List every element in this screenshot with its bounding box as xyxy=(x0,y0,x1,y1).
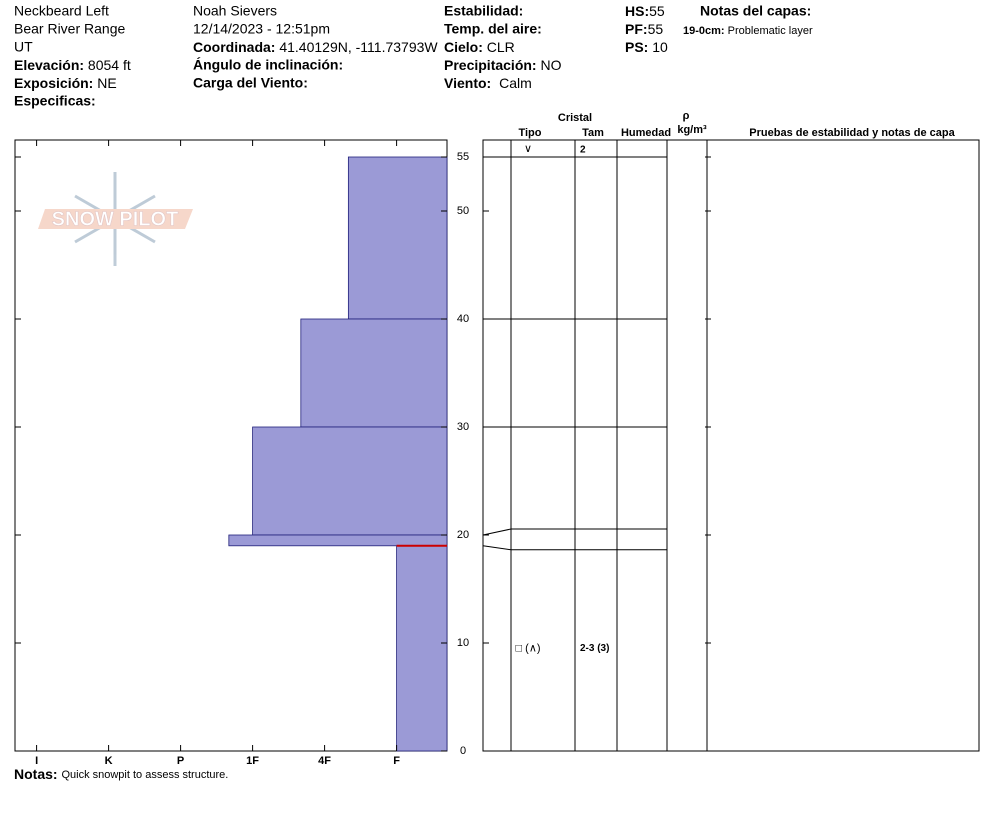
ps: PS: 10 xyxy=(625,39,668,55)
column-header: kg/m³ xyxy=(677,124,707,136)
range: Bear River Range xyxy=(14,21,125,37)
hardness-layer xyxy=(300,318,448,428)
value: NO xyxy=(540,57,561,73)
specifics: Especificas: xyxy=(14,93,96,109)
label: Coordinada: xyxy=(193,39,275,55)
crystal-type: □ (∧) xyxy=(515,642,540,654)
value: 8054 ft xyxy=(88,57,131,73)
y-tick-label: 10 xyxy=(457,637,469,649)
sky: Cielo: CLR xyxy=(444,39,515,55)
label: Elevación: xyxy=(14,57,84,73)
label: Viento: xyxy=(444,75,491,91)
column-header: Humedad xyxy=(621,127,671,139)
hardness-layer xyxy=(347,156,448,320)
x-tick-label: 4F xyxy=(318,755,331,767)
y-tick-label: 40 xyxy=(457,313,469,325)
logo: SNOW PILOT xyxy=(38,172,193,266)
label: Notas: xyxy=(14,766,58,782)
logo-text: SNOW PILOT xyxy=(52,208,179,230)
crystal-size: 2-3 (3) xyxy=(580,643,609,654)
text: Quick snowpit to assess structure. xyxy=(61,769,228,781)
location: Neckbeard Left xyxy=(14,3,109,19)
y-tick-label: 55 xyxy=(457,151,469,163)
hs: HS:55 xyxy=(625,3,665,19)
value: 55 xyxy=(649,3,665,19)
wind: Viento: Calm xyxy=(444,75,532,91)
label: Exposición: xyxy=(14,75,93,91)
air-temp: Temp. del aire: xyxy=(444,21,542,37)
y-tick-label: 20 xyxy=(457,529,469,541)
x-tick-label: 1F xyxy=(246,755,259,767)
range: 19-0cm: xyxy=(683,25,725,37)
precipitation: Precipitación: NO xyxy=(444,57,562,73)
x-tick-label: F xyxy=(393,755,400,767)
column-header: Tipo xyxy=(518,127,541,139)
value: 41.40129N, -111.73793W xyxy=(279,39,438,55)
y-tick-label: 50 xyxy=(457,205,469,217)
value: 55 xyxy=(648,21,664,37)
pf: PF:55 xyxy=(625,21,663,37)
column-header: Pruebas de estabilidad y notas de capa xyxy=(749,127,955,139)
column-header: Tam xyxy=(582,127,604,139)
coordinates: Coordinada: 41.40129N, -111.73793W xyxy=(193,39,438,55)
x-tick-label: K xyxy=(105,755,113,767)
aspect: Exposición: NE xyxy=(14,75,117,91)
wind-loading: Carga del Viento: xyxy=(193,75,308,91)
label: Cielo: xyxy=(444,39,483,55)
label: PS: xyxy=(625,39,648,55)
hardness-layer xyxy=(252,426,448,536)
column-header: ρ xyxy=(683,110,690,122)
value: Calm xyxy=(499,75,532,91)
hardness-layer xyxy=(228,534,448,547)
x-tick-label: P xyxy=(177,755,184,767)
y-tick-label: 0 xyxy=(460,745,466,757)
value: 10 xyxy=(652,39,668,55)
crystal-type: ∨ xyxy=(524,143,532,155)
text: Problematic layer xyxy=(728,25,813,37)
label: PF: xyxy=(625,21,648,37)
y-tick-label: 30 xyxy=(457,421,469,433)
hardness-layer xyxy=(396,545,448,752)
layer-note: 19-0cm: Problematic layer xyxy=(683,25,813,37)
label: HS: xyxy=(625,3,649,19)
slope-angle: Ángulo de inclinación: xyxy=(193,57,343,73)
stability: Estabilidad: xyxy=(444,3,523,19)
layer-connector xyxy=(482,528,512,536)
layer-connector xyxy=(482,545,512,551)
layer-notes-title: Notas del capas: xyxy=(700,3,811,19)
notes: Notas: Quick snowpit to assess structure… xyxy=(14,766,228,782)
datetime: 12/14/2023 - 12:51pm xyxy=(193,21,330,37)
elevation: Elevación: 8054 ft xyxy=(14,57,131,73)
label: Precipitación: xyxy=(444,57,537,73)
value: CLR xyxy=(487,39,515,55)
x-tick-label: I xyxy=(35,755,38,767)
column-header: Cristal xyxy=(558,112,592,124)
state: UT xyxy=(14,39,33,55)
crystal-size: 2 xyxy=(580,145,586,156)
value: NE xyxy=(97,75,116,91)
observer: Noah Sievers xyxy=(193,3,277,19)
layer-table-frame xyxy=(482,139,980,752)
